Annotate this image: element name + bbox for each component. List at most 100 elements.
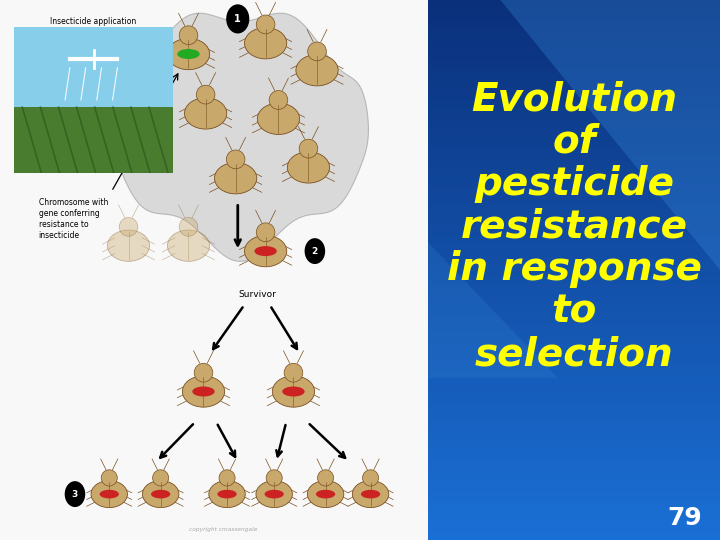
Bar [428, 6, 720, 14]
Circle shape [65, 481, 85, 507]
Bar [428, 230, 720, 237]
Bar [428, 202, 720, 209]
Ellipse shape [284, 363, 303, 382]
Text: 1: 1 [235, 14, 241, 24]
Ellipse shape [182, 376, 225, 407]
Ellipse shape [209, 481, 246, 508]
Bar [428, 195, 720, 202]
Ellipse shape [256, 15, 275, 34]
Text: 3: 3 [72, 490, 78, 498]
Bar [428, 74, 720, 81]
Circle shape [305, 238, 325, 264]
Bar [428, 330, 720, 338]
Title: Insecticide application: Insecticide application [50, 17, 137, 26]
Bar [428, 168, 720, 176]
Bar [428, 310, 720, 317]
Ellipse shape [266, 470, 282, 486]
Ellipse shape [99, 490, 119, 498]
Bar [428, 27, 720, 33]
Ellipse shape [254, 246, 276, 256]
Ellipse shape [120, 218, 138, 237]
Bar [428, 156, 720, 162]
Polygon shape [428, 243, 558, 378]
Ellipse shape [151, 490, 171, 498]
Bar [428, 338, 720, 345]
Bar [428, 317, 720, 324]
Ellipse shape [245, 235, 287, 267]
Bar [428, 256, 720, 263]
Bar [428, 405, 720, 411]
Ellipse shape [215, 163, 257, 194]
Ellipse shape [179, 218, 198, 237]
Text: Chromosome with
gene conferring
resistance to
insecticide: Chromosome with gene conferring resistan… [39, 198, 108, 240]
Bar [428, 263, 720, 270]
Polygon shape [500, 0, 720, 270]
Bar [428, 513, 720, 519]
Ellipse shape [256, 223, 275, 242]
Bar [428, 534, 720, 540]
Bar [428, 446, 720, 453]
Bar [428, 480, 720, 486]
Ellipse shape [107, 230, 150, 261]
Ellipse shape [245, 28, 287, 59]
Bar [428, 384, 720, 391]
Bar [428, 162, 720, 168]
Circle shape [226, 4, 249, 33]
Bar [428, 249, 720, 256]
Ellipse shape [184, 98, 227, 129]
Ellipse shape [177, 49, 199, 59]
Bar [428, 472, 720, 480]
Bar [428, 507, 720, 513]
Ellipse shape [269, 91, 288, 110]
Bar [14, 27, 173, 107]
Ellipse shape [102, 470, 117, 486]
Bar [428, 303, 720, 310]
Bar [428, 81, 720, 87]
Bar [428, 216, 720, 222]
Ellipse shape [299, 139, 318, 158]
Ellipse shape [318, 470, 333, 486]
Bar [428, 115, 720, 122]
Text: Survivor: Survivor [238, 290, 276, 299]
Bar [428, 276, 720, 284]
Ellipse shape [363, 470, 379, 486]
Bar [14, 107, 173, 173]
Text: 79: 79 [667, 507, 703, 530]
Bar [428, 426, 720, 432]
Bar [428, 519, 720, 526]
Bar [428, 148, 720, 156]
Bar [428, 345, 720, 351]
Ellipse shape [256, 481, 292, 508]
Bar [428, 222, 720, 230]
Bar [428, 183, 720, 189]
Ellipse shape [296, 55, 338, 86]
Bar [428, 60, 720, 68]
Bar [428, 47, 720, 54]
Ellipse shape [179, 26, 198, 45]
Text: copyright cmassengale: copyright cmassengale [189, 526, 257, 532]
Bar [428, 102, 720, 108]
Bar [428, 411, 720, 418]
Bar [428, 399, 720, 405]
Ellipse shape [192, 387, 215, 396]
Ellipse shape [197, 85, 215, 104]
Bar [0, 0, 428, 540]
Bar [428, 453, 720, 459]
Bar [428, 54, 720, 60]
Polygon shape [112, 13, 369, 261]
Bar [428, 128, 720, 135]
Bar [428, 459, 720, 465]
Ellipse shape [226, 150, 245, 169]
Bar [428, 465, 720, 472]
Bar [428, 94, 720, 102]
Bar [428, 122, 720, 128]
Bar [428, 378, 720, 384]
Text: 2: 2 [312, 247, 318, 255]
Bar [428, 284, 720, 291]
Ellipse shape [167, 230, 210, 261]
Ellipse shape [282, 387, 305, 396]
Bar [428, 176, 720, 183]
Bar [428, 33, 720, 40]
Bar [428, 526, 720, 534]
Ellipse shape [272, 376, 315, 407]
